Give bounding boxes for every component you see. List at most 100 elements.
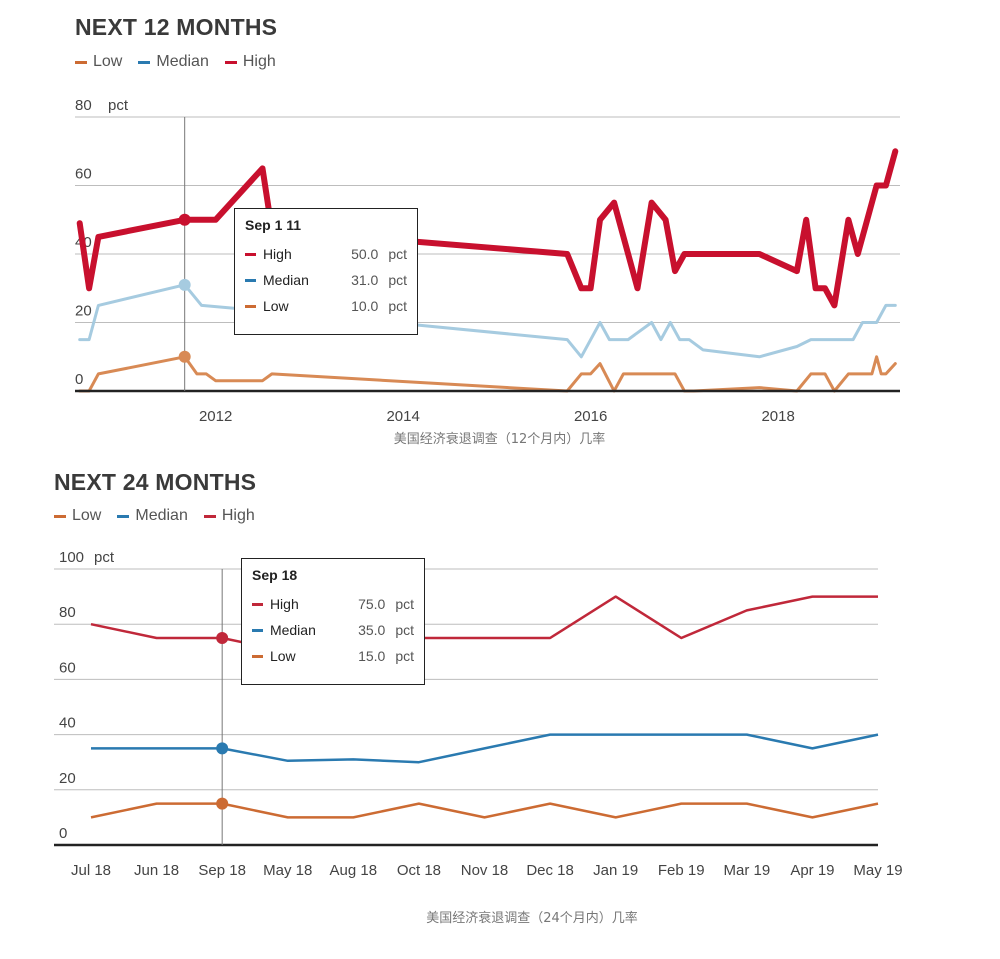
x-tick-label-2016: 2016 [574, 408, 607, 425]
legend-item-high[interactable]: High [224, 53, 276, 71]
hover-point-low [216, 797, 229, 810]
series-line-low [78, 355, 897, 393]
tooltip-name-high: High [262, 246, 292, 262]
y-tick-label-0: 0 [59, 825, 67, 842]
tooltip-swatch-high [252, 602, 263, 606]
y-tick-label-0: 0 [75, 371, 83, 388]
tooltip-unit-high: pct [395, 596, 414, 612]
chart1-legend: Low Median High [75, 53, 276, 71]
hover-point-low [178, 350, 191, 363]
y-tick-label-80: 80 [59, 604, 76, 621]
x-tick-label-nov-18: Nov 18 [461, 862, 509, 879]
legend-swatch-high [203, 514, 216, 518]
y-tick-label-100: 100 [59, 549, 84, 566]
legend-swatch-low [54, 514, 66, 518]
legend-label-low: Low [72, 507, 102, 524]
tooltip-swatch-high [245, 252, 256, 256]
x-tick-label-2014: 2014 [386, 408, 419, 425]
tooltip-swatch-median [245, 278, 256, 282]
tooltip-unit-low: pct [388, 298, 407, 314]
tooltip-value-low: 10.0 [351, 298, 379, 314]
legend-item-low[interactable]: Low [75, 53, 122, 71]
tooltip-swatch-low [252, 654, 263, 658]
legend-label-median: Median [135, 507, 188, 524]
legend-item-median[interactable]: Median [138, 53, 209, 71]
tooltip-swatch-median [252, 628, 263, 632]
x-tick-label-jun-18: Jun 18 [134, 862, 179, 879]
x-tick-label-sep-18: Sep 18 [198, 862, 246, 879]
legend-label-high: High [221, 507, 255, 524]
y-tick-label-60: 60 [75, 166, 92, 183]
tooltip-unit-median: pct [395, 622, 414, 638]
hover-point-high [178, 213, 191, 226]
legend-label-low: Low [93, 53, 123, 70]
legend-item-low[interactable]: Low [54, 507, 101, 525]
y-tick-label-20: 20 [75, 303, 92, 320]
tooltip-title: Sep 18 [252, 567, 298, 583]
series-line-median [91, 733, 879, 764]
chart2-tooltip: Sep 18 High 75.0 pct Median 35.0 pct Low… [241, 558, 425, 685]
chart2-title: NEXT 24 MONTHS [54, 469, 257, 495]
x-tick-label-mar-19: Mar 19 [723, 862, 770, 879]
tooltip-row-median: Median 31.0 pct [245, 267, 407, 293]
tooltip-row-high: High 75.0 pct [252, 591, 414, 617]
chart1-title: NEXT 12 MONTHS [75, 14, 278, 40]
legend-swatch-high [224, 60, 237, 64]
y-tick-label-80: 80 [75, 97, 92, 114]
tooltip-unit-high: pct [388, 246, 407, 262]
x-axis-title: 美国经济衰退调查（12个月内）几率 [394, 431, 606, 447]
x-tick-label-jan-19: Jan 19 [593, 862, 638, 879]
tooltip-name-high: High [269, 596, 299, 612]
legend-swatch-low [75, 60, 87, 64]
tooltip-row-median: Median 35.0 pct [252, 617, 414, 643]
legend-label-median: Median [156, 53, 209, 70]
tooltip-row-high: High 50.0 pct [245, 241, 407, 267]
chart2-plot[interactable]: 0 20 40 60 80 100 pct Jul 18 Jun 18 Sep 18 May 18 A… [0, 455, 1000, 955]
y-tick-label-20: 20 [59, 770, 76, 787]
series-line-high [76, 148, 899, 309]
x-tick-label-dec-18: Dec 18 [526, 862, 574, 879]
chart1-tooltip: Sep 1 11 High 50.0 pct Median 31.0 pct L… [234, 208, 418, 335]
legend-item-high[interactable]: High [203, 507, 255, 525]
tooltip-row-low: Low 10.0 pct [245, 293, 407, 319]
tooltip-unit-median: pct [388, 272, 407, 288]
tooltip-value-median: 31.0 [351, 272, 379, 288]
x-tick-label-may-18: May 18 [263, 862, 312, 879]
tooltip-value-low: 15.0 [358, 648, 386, 664]
tooltip-name-low: Low [269, 648, 296, 664]
legend-swatch-median [117, 514, 130, 518]
tooltip-unit-low: pct [395, 648, 414, 664]
chart-next-12-months: 0 20 40 60 80 pct 2012 2014 2016 2018 美国经济衰退调查（12个… [0, 0, 1000, 450]
x-tick-label-oct-18: Oct 18 [397, 862, 441, 879]
x-tick-label-may-19: May 19 [853, 862, 902, 879]
tooltip-value-high: 75.0 [358, 596, 386, 612]
y-tick-label-60: 60 [59, 659, 76, 676]
y-axis-unit-label: pct [108, 97, 129, 114]
x-tick-label-2018: 2018 [761, 408, 794, 425]
x-tick-label-feb-19: Feb 19 [658, 862, 705, 879]
chart-next-24-months: 0 20 40 60 80 100 pct Jul 18 Jun 18 Sep 18 May 18 A… [0, 455, 1000, 955]
y-tick-label-40: 40 [59, 715, 76, 732]
x-axis-title: 美国经济衰退调查（24个月内）几率 [426, 910, 638, 926]
legend-item-median[interactable]: Median [117, 507, 188, 525]
x-tick-label-jul-18: Jul 18 [71, 862, 111, 879]
hover-point-median [178, 278, 191, 291]
x-tick-label-2012: 2012 [199, 408, 232, 425]
x-tick-label-aug-18: Aug 18 [330, 862, 378, 879]
tooltip-row-low: Low 15.0 pct [252, 643, 414, 669]
tooltip-name-median: Median [269, 622, 316, 638]
series-line-low [90, 802, 879, 819]
tooltip-name-low: Low [262, 298, 289, 314]
chart2-legend: Low Median High [54, 507, 255, 525]
hover-point-median [216, 742, 229, 755]
legend-swatch-median [138, 60, 151, 64]
y-axis-unit-label: pct [94, 549, 115, 566]
tooltip-value-high: 50.0 [351, 246, 379, 262]
tooltip-name-median: Median [262, 272, 309, 288]
tooltip-title: Sep 1 11 [245, 217, 302, 233]
hover-point-high [216, 632, 229, 644]
series-line-median [78, 283, 897, 359]
legend-label-high: High [242, 53, 276, 70]
tooltip-swatch-low [245, 304, 256, 308]
